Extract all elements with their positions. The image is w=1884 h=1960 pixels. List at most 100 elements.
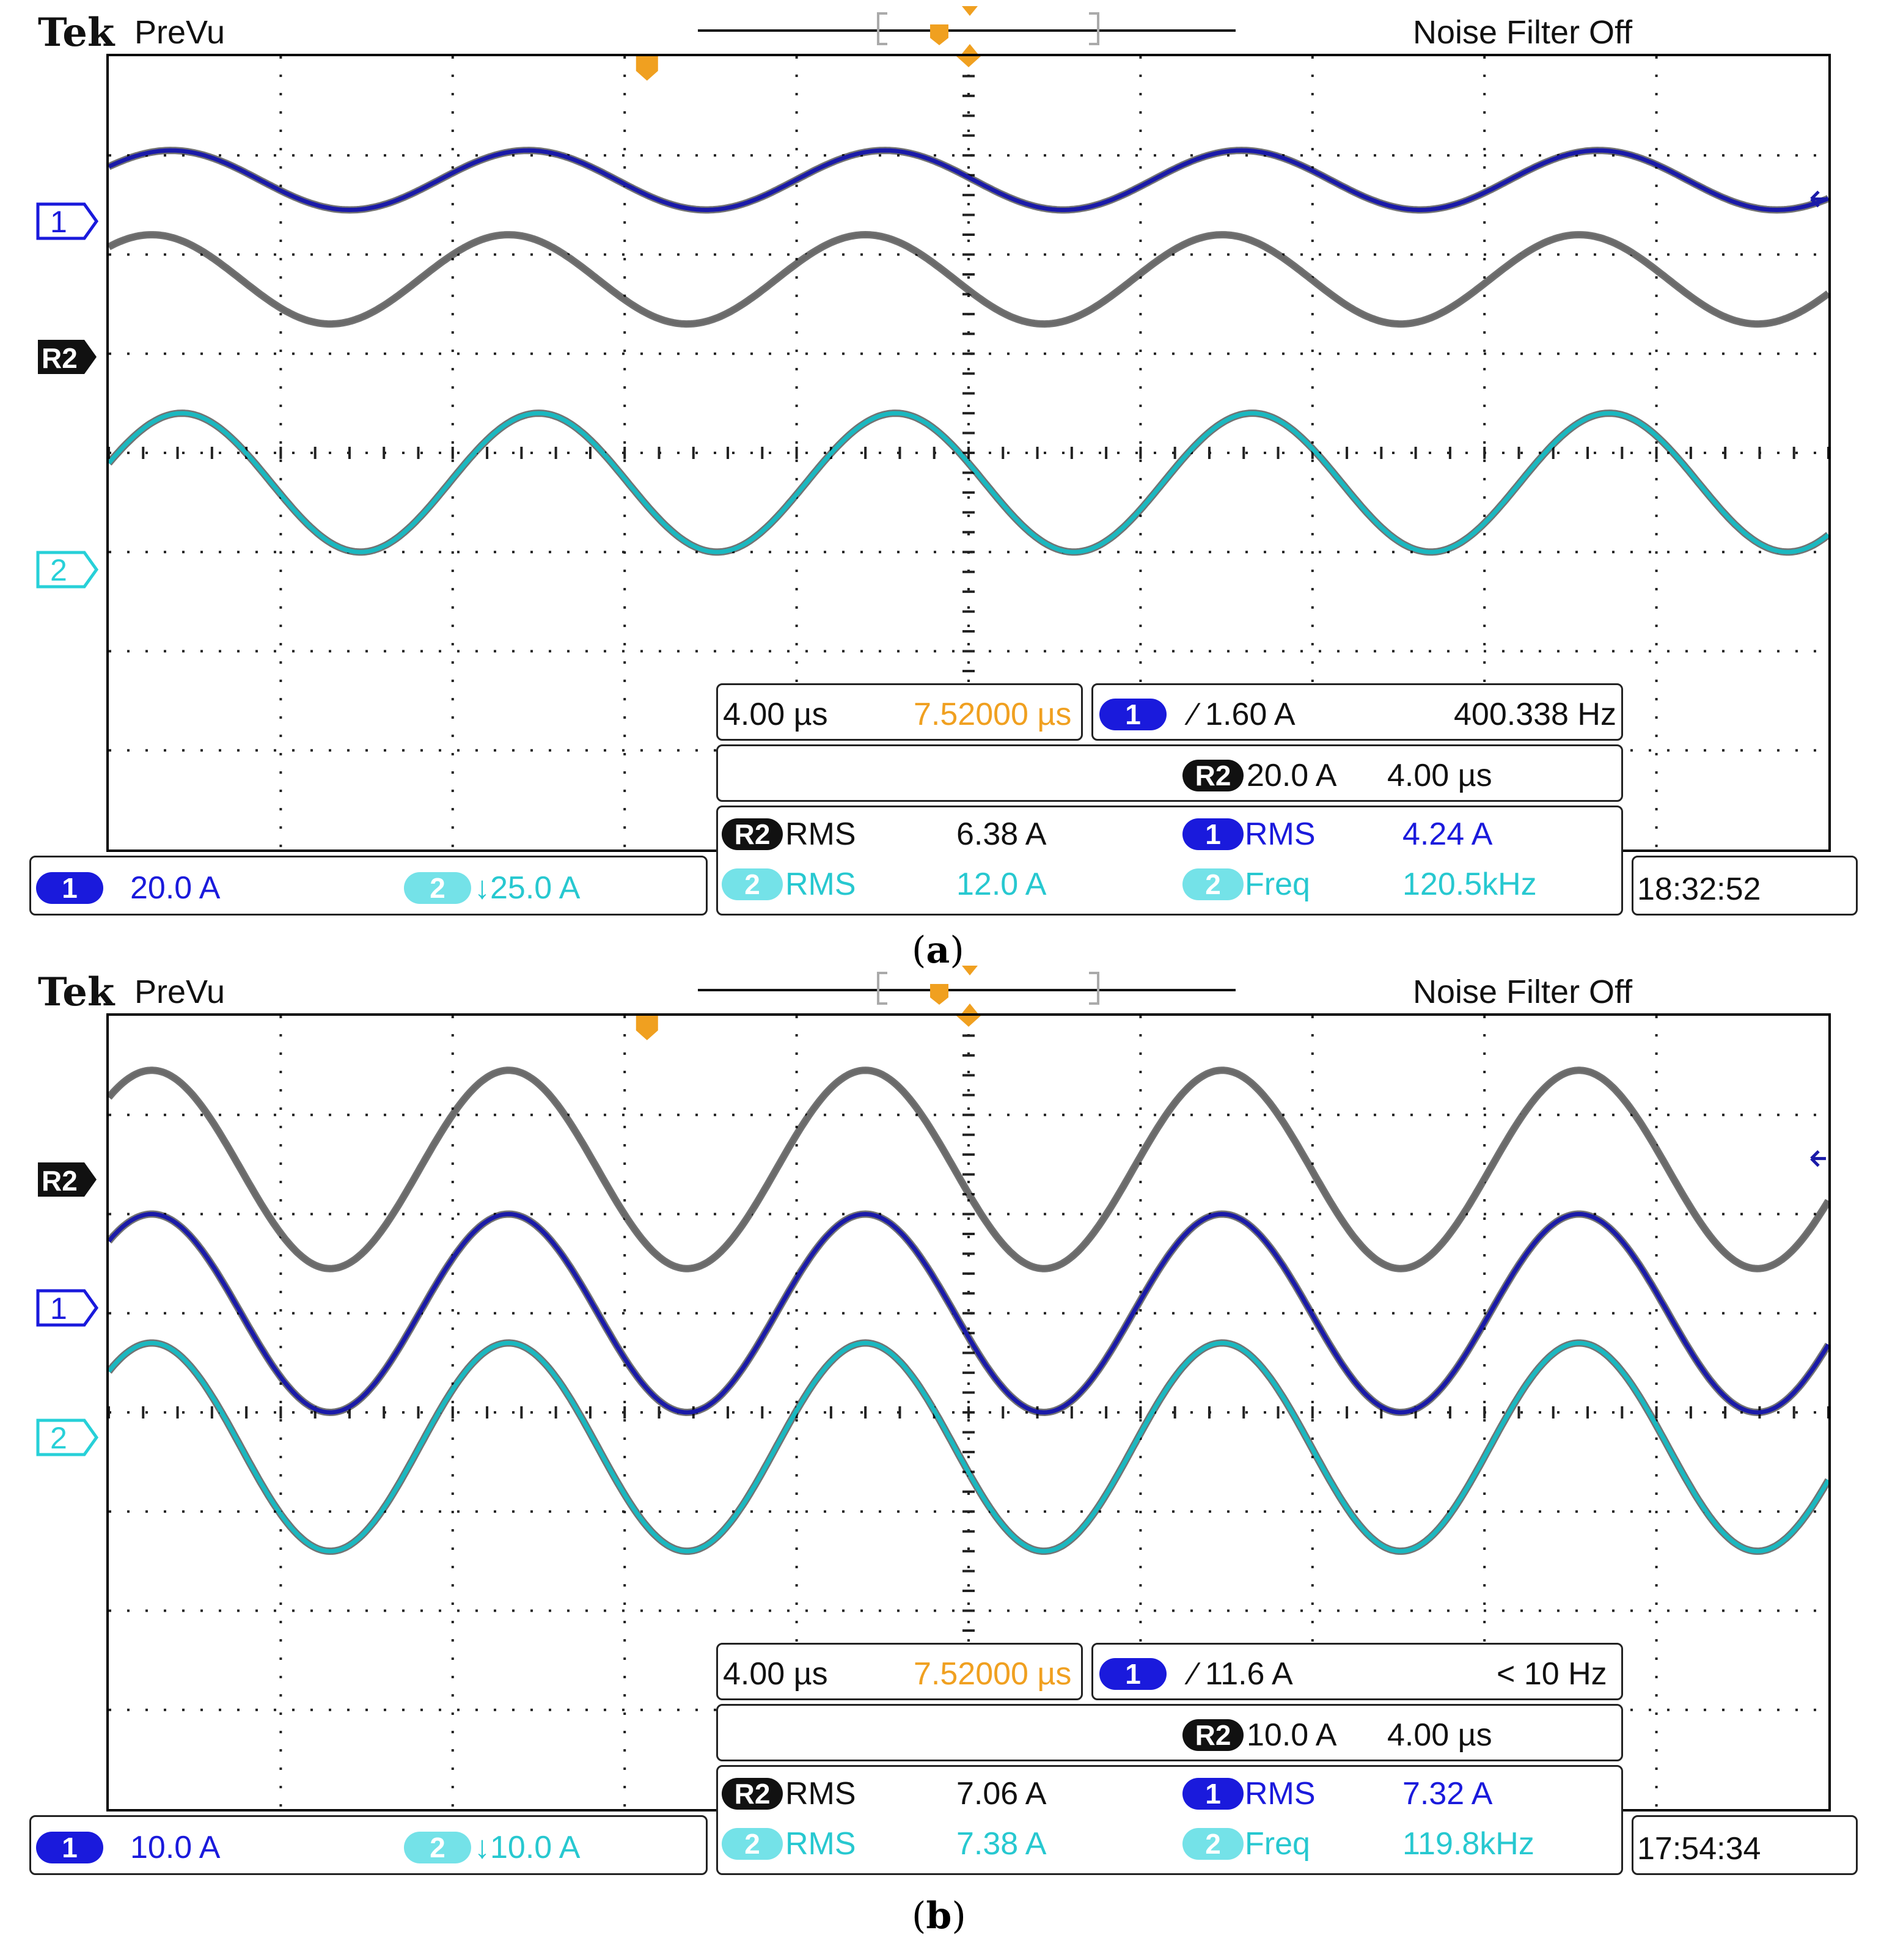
trigger-frequency: < 10 Hz [1497, 1656, 1607, 1692]
brand-logo: Tek [38, 969, 115, 1015]
meas-value: 7.32 A [1402, 1776, 1493, 1811]
ch2-marker: 2 [36, 551, 99, 589]
trigger-source-badge: 1 [1099, 1658, 1167, 1690]
ref-badge: R2 [1182, 1719, 1244, 1751]
meas-src-badge: 2 [722, 1828, 783, 1860]
meas-value: 6.38 A [956, 817, 1047, 852]
ch2-marker-label: 2 [50, 1421, 67, 1455]
meas-value: 119.8kHz [1402, 1826, 1534, 1862]
scope-panel-a: Tek PreVu Noise Filter Off 1 R2 2 4.00 µ… [26, 6, 1858, 923]
trigger-level: ∕ 11.6 A [1191, 1656, 1293, 1692]
trigger-level-arrow-icon [1810, 190, 1826, 208]
trigger-level: ∕ 1.60 A [1191, 697, 1296, 732]
trigger-source-badge: 1 [1099, 699, 1167, 730]
reference-box[interactable]: R2 20.0 A 4.00 µs [716, 744, 1623, 802]
waveform-shadow-ch2 [109, 1339, 1828, 1555]
timebase-value: 4.00 µs [723, 1656, 828, 1692]
meas-value: 4.24 A [1402, 817, 1493, 852]
mode-label: PreVu [134, 14, 225, 51]
ch1-marker-label: 1 [50, 1291, 67, 1326]
waveform-plot-b [109, 1016, 1828, 1809]
caption-a: (a) [912, 929, 964, 972]
timebase-value: 4.00 µs [723, 697, 828, 732]
center-time-marker [956, 1016, 981, 1027]
meas-value: 12.0 A [956, 867, 1047, 902]
ch1-marker: 1 [36, 1289, 99, 1327]
r2-marker-label: R2 [42, 1165, 78, 1197]
caption-open: ( [912, 929, 926, 972]
ch1-scale: 10.0 A [130, 1830, 221, 1865]
waveform-ch1 [109, 1212, 1828, 1415]
ref-time: 4.00 µs [1387, 1717, 1492, 1753]
trigger-position-bar [698, 6, 1236, 54]
meas-value: 7.38 A [956, 1826, 1047, 1862]
meas-src-badge: 2 [1182, 868, 1244, 900]
waveform-ch2 [109, 1340, 1828, 1554]
trigger-box[interactable]: 1 ∕ 1.60 A 400.338 Hz [1091, 683, 1623, 741]
timebase-box[interactable]: 4.00 µs 7.52000 µs [716, 683, 1083, 741]
trigger-box[interactable]: 1 ∕ 11.6 A < 10 Hz [1091, 1643, 1623, 1700]
waveform-ch2 [109, 411, 1828, 554]
caption-letter: b [926, 1895, 952, 1937]
meas-src-badge: 1 [1182, 1778, 1244, 1810]
ch2-badge: 2 [404, 872, 471, 904]
meas-src-badge: R2 [722, 818, 783, 850]
waveform-ch1 [109, 148, 1828, 212]
meas-value: 120.5kHz [1402, 867, 1537, 902]
ch1-badge: 1 [36, 872, 103, 904]
caption-close: ) [951, 1895, 966, 1937]
meas-name: RMS [785, 1776, 856, 1811]
ch1-badge: 1 [36, 1832, 103, 1863]
trigger-level-arrow-icon [1810, 1150, 1826, 1167]
ch2-marker: 2 [36, 1419, 99, 1456]
ch1-marker: 1 [36, 202, 99, 240]
meas-name: RMS [785, 817, 856, 852]
scope-header: Tek PreVu Noise Filter Off [26, 966, 1858, 1015]
meas-name: RMS [1245, 817, 1316, 852]
meas-name: RMS [785, 1826, 856, 1862]
noise-filter-status: Noise Filter Off [1413, 974, 1633, 1010]
ch2-scale: ↓25.0 A [474, 870, 581, 906]
trigger-frequency: 400.338 Hz [1454, 697, 1616, 732]
delay-value: 7.52000 µs [914, 1656, 1072, 1692]
r2-marker: R2 [38, 340, 97, 374]
mode-label: PreVu [134, 974, 225, 1010]
waveform-shadow-r2 [109, 1066, 1828, 1272]
ch1-marker-label: 1 [50, 205, 67, 239]
waveform-r2 [109, 232, 1828, 326]
timebase-box[interactable]: 4.00 µs 7.52000 µs [716, 1643, 1083, 1700]
meas-name: RMS [785, 867, 856, 902]
scope-panel-b: Tek PreVu Noise Filter Off R2 1 2 4.00 µ… [26, 966, 1858, 1882]
clock-time: 18:32:52 [1637, 872, 1761, 907]
measurements-box: R2 RMS 7.06 A 1 RMS 7.32 A 2 RMS 7.38 A … [716, 1765, 1623, 1875]
caption-letter: a [926, 929, 950, 972]
clock-box: 18:32:52 [1632, 856, 1858, 916]
waveform-plot-a [109, 56, 1828, 850]
meas-src-badge: 2 [1182, 1828, 1244, 1860]
reference-box[interactable]: R2 10.0 A 4.00 µs [716, 1704, 1623, 1761]
waveform-shadow-r2 [109, 231, 1828, 328]
trigger-position-bar [698, 966, 1236, 1013]
ref-scale: 10.0 A [1247, 1717, 1337, 1753]
ref-scale: 20.0 A [1247, 758, 1337, 793]
measurements-box: R2 RMS 6.38 A 1 RMS 4.24 A 2 RMS 12.0 A … [716, 806, 1623, 916]
waveform-r2 [109, 1068, 1828, 1271]
ch2-marker-label: 2 [50, 553, 67, 587]
waveform-shadow-ch1 [109, 147, 1828, 214]
brand-logo: Tek [38, 10, 115, 56]
r2-marker: R2 [38, 1162, 97, 1197]
meas-src-badge: R2 [722, 1778, 783, 1810]
caption-close: ) [950, 929, 964, 972]
meas-name: Freq [1245, 867, 1310, 902]
noise-filter-status: Noise Filter Off [1413, 14, 1633, 51]
ref-time: 4.00 µs [1387, 758, 1492, 793]
meas-src-badge: 2 [722, 868, 783, 900]
ch2-badge: 2 [404, 1832, 471, 1863]
meas-value: 7.06 A [956, 1776, 1047, 1811]
channel-scale-box[interactable]: 1 10.0 A 2 ↓10.0 A [29, 1815, 708, 1875]
ch1-scale: 20.0 A [130, 870, 221, 906]
channel-scale-box[interactable]: 1 20.0 A 2 ↓25.0 A [29, 856, 708, 916]
r2-marker-label: R2 [42, 342, 78, 374]
trigger-point-marker [636, 56, 658, 81]
ref-badge: R2 [1182, 760, 1244, 791]
